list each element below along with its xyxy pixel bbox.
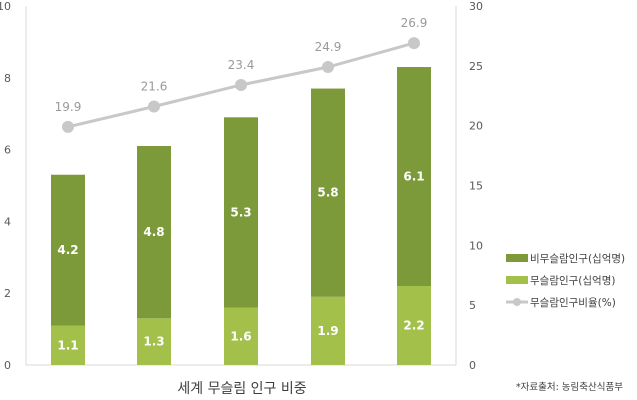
muslim-value-label: 2.2 <box>403 319 424 333</box>
bar-non-muslim <box>224 117 258 308</box>
muslim-value-label: 1.6 <box>230 329 251 343</box>
bar-muslim <box>311 296 345 365</box>
y-left-tick-label: 2 <box>4 287 11 300</box>
legend-bar-swatch <box>506 254 528 262</box>
y-right-tick-label: 25 <box>469 60 483 73</box>
ratio-line <box>62 37 420 133</box>
ratio-value-label: 19.9 <box>55 100 82 114</box>
y-left-tick-label: 0 <box>4 359 11 372</box>
y-right-tick-label: 0 <box>469 359 476 372</box>
muslim-value-label: 1.3 <box>143 335 164 349</box>
legend-label: 무슬람인구(십억명) <box>530 274 615 287</box>
y-left-tick-label: 4 <box>4 215 11 228</box>
axes: 0 2 4 6 8 10 0 5 10 15 20 25 30 <box>0 0 483 372</box>
y-right-tick-label: 30 <box>469 0 483 13</box>
ratio-point <box>62 120 74 133</box>
muslim-value-label: 1.1 <box>57 338 78 352</box>
source-note: *자료출처: 농림축산식품부 <box>516 381 623 393</box>
muslim-value-label: 1.9 <box>317 324 338 338</box>
bar-muslim <box>137 318 171 365</box>
bar-non-muslim <box>397 67 431 287</box>
chart-title: 세계 무슬림 인구 비중 <box>177 381 306 397</box>
non-muslim-value-label: 5.8 <box>317 186 338 200</box>
non-muslim-value-label: 5.3 <box>230 205 251 219</box>
non-muslim-value-label: 4.2 <box>57 243 78 257</box>
non-muslim-value-label: 4.8 <box>143 225 164 239</box>
y-right-tick-label: 15 <box>469 180 483 193</box>
bar-non-muslim <box>311 88 345 297</box>
legend: 비무슬람인구(십억명) 무슬람인구(십억명) 무슬람인구비율(%) <box>506 252 625 309</box>
ratio-value-label: 21.6 <box>141 80 168 94</box>
ratio-point <box>322 61 334 74</box>
y-left-tick-label: 10 <box>0 0 11 13</box>
y-right-tick-label: 10 <box>469 239 483 252</box>
bar-muslim <box>51 325 85 365</box>
legend-label: 비무슬람인구(십억명) <box>530 252 625 265</box>
y-left-tick-label: 8 <box>4 72 11 85</box>
y-right-tick-label: 5 <box>469 299 476 312</box>
bar-non-muslim <box>51 174 85 326</box>
bar-muslim <box>224 307 258 365</box>
ratio-point <box>408 37 420 50</box>
bars <box>51 67 431 365</box>
ratio-value-label: 26.9 <box>401 16 428 30</box>
legend-label: 무슬람인구비율(%) <box>530 296 616 309</box>
y-left-tick-label: 6 <box>4 144 11 157</box>
y-right-tick-label: 20 <box>469 120 483 133</box>
bar-non-muslim <box>137 146 171 319</box>
legend-bar-swatch <box>506 276 528 284</box>
ratio-value-label: 23.4 <box>228 58 255 72</box>
ratio-value-label: 24.9 <box>315 40 342 54</box>
data-labels: 1.1 4.2 1.3 4.8 1.6 5.3 1.9 5.8 2.2 6.1 19.9 21.6 23… <box>55 16 428 352</box>
legend-point-swatch <box>513 298 521 306</box>
ratio-point <box>148 100 160 113</box>
ratio-point <box>235 78 247 91</box>
bar-muslim <box>397 286 431 365</box>
non-muslim-value-label: 6.1 <box>403 170 424 184</box>
